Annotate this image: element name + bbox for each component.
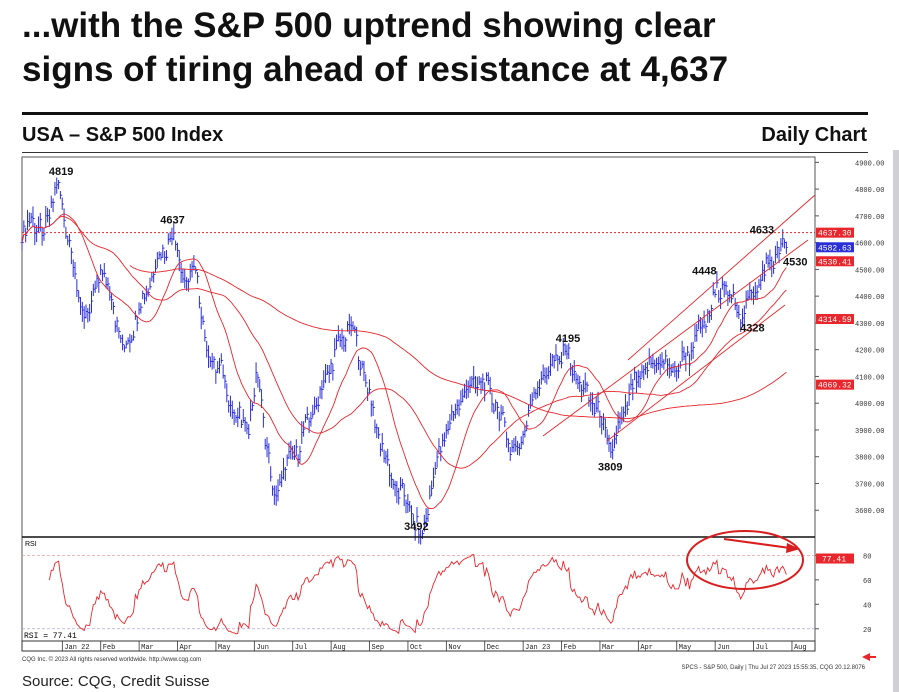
chart-info: SPCS - S&P 500, Daily | Thu Jul 27 2023 … bbox=[682, 665, 866, 671]
moving-averages bbox=[21, 213, 787, 510]
x-tick-label: Oct bbox=[410, 644, 423, 652]
x-tick-label: Nov bbox=[448, 644, 461, 652]
price-label: 4069.32 bbox=[818, 382, 852, 391]
y-tick-label: 4400.00 bbox=[855, 294, 884, 302]
x-tick-label: Jan 23 bbox=[525, 644, 550, 652]
y-tick-label: 3900.00 bbox=[855, 428, 884, 436]
x-tick-label: Mar bbox=[141, 644, 154, 652]
price-annotation: 4448 bbox=[692, 265, 716, 277]
rsi-title: RSI bbox=[25, 541, 37, 548]
x-tick-label: May bbox=[679, 644, 692, 652]
x-tick-label: Feb bbox=[103, 644, 116, 652]
price-annotation: 3809 bbox=[598, 461, 622, 473]
divergence-arrow bbox=[723, 538, 791, 549]
price-label-bg bbox=[816, 314, 854, 325]
price-annotation: 3492 bbox=[404, 521, 428, 533]
source-note: Source: CQG, Credit Suisse bbox=[22, 673, 210, 690]
price-bars bbox=[20, 177, 788, 545]
rsi-line bbox=[48, 553, 787, 635]
y-tick-label: 4800.00 bbox=[855, 187, 884, 195]
plot-frame bbox=[21, 156, 816, 652]
y-tick-label: 4000.00 bbox=[855, 401, 884, 409]
x-tick-label: Jul bbox=[295, 644, 308, 652]
x-axis: Jan 22 Feb Mar Apr May Jun Jul Aug Sep Oct Nov Dec J… bbox=[21, 640, 816, 652]
divider bbox=[22, 152, 868, 153]
rsi-tick-label: 20 bbox=[863, 627, 871, 635]
x-tick-label: Aug bbox=[333, 644, 346, 652]
price-label-bg bbox=[816, 256, 854, 267]
price-annotation: 4819 bbox=[49, 166, 73, 178]
price-label-bg bbox=[816, 379, 854, 390]
rsi-value-label: 77.41 bbox=[822, 556, 846, 565]
rsi-tick-label: 80 bbox=[863, 553, 871, 561]
x-tick-label: Jan 22 bbox=[64, 644, 89, 652]
rsi-panel: 80 60 40 20 77.41 bbox=[22, 530, 871, 635]
y-tick-label: 4200.00 bbox=[855, 348, 884, 356]
y-tick-label: 3800.00 bbox=[855, 455, 884, 463]
price-annotation: 4530 bbox=[783, 256, 807, 268]
trend-lines bbox=[22, 194, 816, 442]
price-label: 4582.63 bbox=[818, 244, 852, 253]
rsi-tick-label: 60 bbox=[863, 578, 871, 586]
y-tick-label: 3600.00 bbox=[855, 508, 884, 516]
scroll-left-arrow-icon[interactable] bbox=[862, 653, 876, 661]
divergence-circle bbox=[686, 530, 804, 590]
headline-line-2: signs of tiring ahead of resistance at 4… bbox=[22, 50, 729, 89]
price-annotation: 4195 bbox=[556, 333, 580, 345]
price-label-bg bbox=[816, 242, 854, 253]
x-tick-label: Aug bbox=[794, 644, 807, 652]
price-label: 4637.30 bbox=[818, 230, 852, 239]
price-label-bg bbox=[816, 227, 854, 238]
chart-period: Daily Chart bbox=[761, 124, 867, 146]
x-tick-label: Feb bbox=[564, 644, 577, 652]
rsi-value-bg bbox=[816, 553, 854, 564]
x-tick-label: Mar bbox=[602, 644, 615, 652]
copyright: CQG Inc. © 2023 All rights reserved worl… bbox=[22, 656, 201, 663]
channel-upper-line bbox=[627, 194, 816, 361]
x-tick-label: Sep bbox=[372, 644, 385, 652]
scrollbar[interactable] bbox=[893, 150, 899, 692]
y-tick-label: 3700.00 bbox=[855, 481, 884, 489]
x-axis-band bbox=[21, 640, 816, 652]
arrow-head-icon bbox=[786, 543, 800, 553]
moving-average-200 bbox=[129, 265, 787, 420]
channel-lower-line bbox=[606, 304, 786, 442]
moving-average-50 bbox=[21, 215, 787, 469]
price-label: 4314.59 bbox=[818, 316, 852, 325]
rsi-tick-label: 40 bbox=[863, 602, 871, 610]
x-tick-label: Apr bbox=[640, 644, 653, 652]
channel-mid-line bbox=[542, 239, 809, 437]
y-tick-label: 4900.00 bbox=[855, 160, 884, 168]
x-tick-label: Jun bbox=[717, 644, 730, 652]
divider bbox=[22, 112, 868, 115]
x-tick-label: Jun bbox=[256, 644, 269, 652]
y-tick-label: 4100.00 bbox=[855, 374, 884, 382]
chart-name: USA – S&P 500 Index bbox=[22, 124, 224, 146]
price-annotation: 4328 bbox=[740, 322, 764, 334]
price-annotation: 4633 bbox=[750, 225, 774, 237]
y-tick-label: 4700.00 bbox=[855, 214, 884, 222]
price-annotation: 4637 bbox=[160, 215, 184, 227]
moving-average-21 bbox=[21, 213, 787, 510]
headline: ...with the S&P 500 uptrend showing clea… bbox=[22, 4, 882, 92]
price-label: 4530.41 bbox=[818, 258, 852, 267]
x-tick-label: May bbox=[218, 644, 231, 652]
y-tick-label: 4300.00 bbox=[855, 321, 884, 329]
rsi-readout: RSI = 77.41 bbox=[24, 632, 77, 641]
price-annotations: 4819 4637 3492 4195 3809 4448 4328 4633 4530 bbox=[49, 166, 808, 533]
y-axis: 3600.00 3700.00 3800.00 3900.00 4000.00 4100.… bbox=[814, 157, 884, 641]
headline-line-1: ...with the S&P 500 uptrend showing clea… bbox=[22, 6, 716, 45]
y-tick-label: 4500.00 bbox=[855, 267, 884, 275]
y-tick-label: 4600.00 bbox=[855, 241, 884, 249]
x-tick-label: Jul bbox=[756, 644, 769, 652]
x-tick-label: Apr bbox=[180, 644, 193, 652]
x-tick-label: Dec bbox=[487, 644, 500, 652]
